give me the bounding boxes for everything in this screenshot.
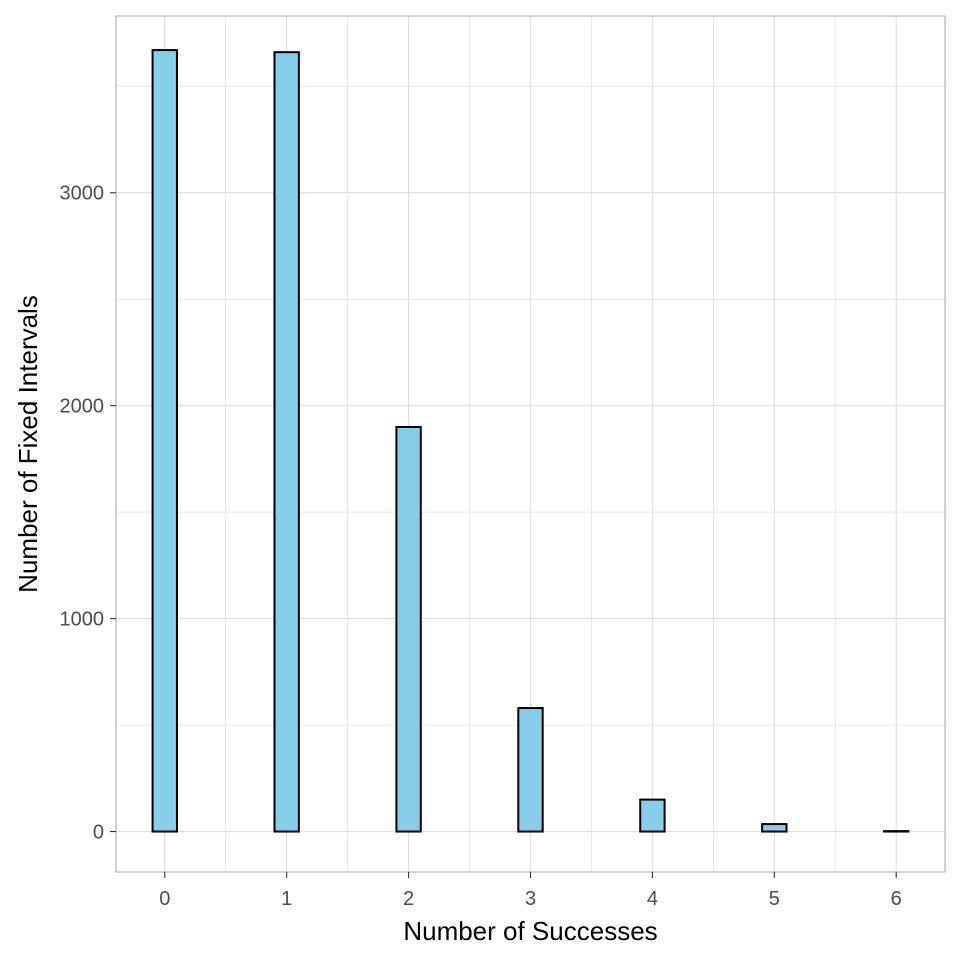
x-tick-label: 5 <box>769 888 780 910</box>
x-tick-label: 4 <box>647 888 658 910</box>
x-tick-label: 6 <box>891 888 902 910</box>
x-tick-label: 2 <box>403 888 414 910</box>
y-tick-label: 2000 <box>60 396 105 418</box>
y-tick-label: 0 <box>93 822 104 844</box>
histogram-bar <box>639 798 666 833</box>
x-tick-label: 0 <box>159 888 170 910</box>
x-axis-ticks: 0 1 2 3 4 5 6 <box>159 872 902 910</box>
histogram-bar <box>151 49 178 833</box>
x-tick-label: 3 <box>525 888 536 910</box>
histogram-bar <box>517 707 544 833</box>
histogram-bars <box>151 49 910 833</box>
histogram-bar <box>761 823 788 833</box>
y-tick-label: 3000 <box>60 183 105 205</box>
y-axis-ticks: 0 1000 2000 3000 <box>60 183 116 844</box>
x-axis-title: Number of Successes <box>403 916 657 946</box>
y-axis-title: Number of Fixed Intervals <box>13 295 43 593</box>
x-tick-label: 1 <box>281 888 292 910</box>
histogram-bar <box>395 425 422 833</box>
histogram-bar <box>273 51 300 833</box>
y-tick-label: 1000 <box>60 609 105 631</box>
